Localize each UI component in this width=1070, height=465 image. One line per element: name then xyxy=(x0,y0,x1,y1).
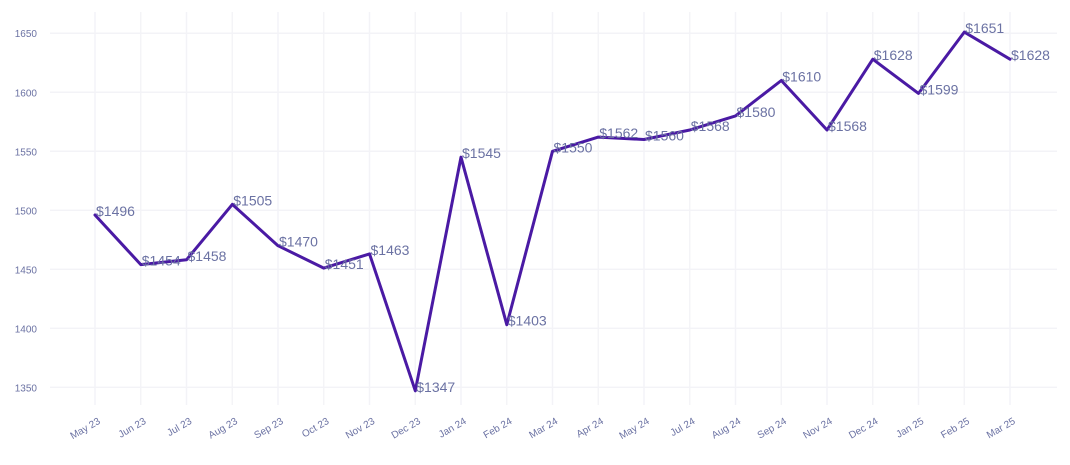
x-tick-label: Jul 24 xyxy=(669,416,698,439)
y-tick-label: 1500 xyxy=(15,206,38,217)
y-tick-label: 1350 xyxy=(15,383,38,394)
data-label: $1562 xyxy=(599,125,638,141)
x-tick-label: Sep 23 xyxy=(253,416,286,442)
data-label: $1550 xyxy=(554,139,593,155)
x-tick-label: Nov 24 xyxy=(802,416,835,442)
data-label: $1463 xyxy=(371,242,410,258)
data-label: $1568 xyxy=(828,118,867,134)
series-layer xyxy=(93,30,1012,393)
x-tick-label: Feb 25 xyxy=(939,416,972,441)
data-label: $1458 xyxy=(188,248,227,264)
x-tick-label: Dec 23 xyxy=(390,416,423,442)
data-label: $1651 xyxy=(965,20,1004,36)
x-tick-label: Mar 25 xyxy=(985,416,1018,441)
x-tick-label: Jul 23 xyxy=(165,416,194,439)
data-label: $1454 xyxy=(142,253,181,269)
x-tick-label: Feb 24 xyxy=(482,416,515,441)
data-label: $1403 xyxy=(508,313,547,329)
x-tick-label: May 24 xyxy=(618,416,652,442)
data-label: $1599 xyxy=(920,81,959,97)
x-tick-label: May 23 xyxy=(69,416,103,442)
data-labels: $1496 $1454 $1458 $1505 $1470 $1451 $1463 $1347… xyxy=(96,20,1050,395)
x-tick-label: Apr 24 xyxy=(575,416,606,440)
y-tick-label: 1400 xyxy=(15,324,38,335)
data-label: $1568 xyxy=(691,118,730,134)
x-axis-ticks: May 23 Jun 23 Jul 23 Aug 23 Sep 23 Oct 23 Nov … xyxy=(69,416,1018,442)
x-tick-label: Jun 23 xyxy=(117,416,149,441)
x-tick-label: Dec 24 xyxy=(847,416,880,442)
series-line-price xyxy=(93,30,1012,393)
y-tick-label: 1450 xyxy=(15,265,38,276)
data-label: $1560 xyxy=(645,127,684,143)
y-tick-label: 1600 xyxy=(15,88,38,99)
x-tick-label: Jan 25 xyxy=(894,416,926,441)
data-label: $1628 xyxy=(1011,47,1050,63)
data-label: $1470 xyxy=(279,234,318,250)
data-label: $1610 xyxy=(782,68,821,84)
x-tick-label: Mar 24 xyxy=(528,416,561,441)
grid xyxy=(50,12,1057,405)
x-tick-label: Oct 23 xyxy=(300,416,331,440)
x-tick-label: Aug 24 xyxy=(710,416,743,442)
data-label: $1628 xyxy=(874,47,913,63)
data-label: $1505 xyxy=(233,192,272,208)
data-label: $1451 xyxy=(325,256,364,272)
y-axis-ticks: 1350 1400 1450 1500 1550 1600 1650 xyxy=(15,29,38,394)
x-tick-label: Sep 24 xyxy=(756,416,789,442)
x-tick-label: Aug 23 xyxy=(207,416,240,442)
data-label: $1496 xyxy=(96,203,135,219)
x-tick-label: Jan 24 xyxy=(437,416,469,441)
y-tick-label: 1650 xyxy=(15,29,38,40)
y-tick-label: 1550 xyxy=(15,147,38,158)
data-label: $1580 xyxy=(737,104,776,120)
data-label: $1545 xyxy=(462,145,501,161)
x-tick-label: Nov 23 xyxy=(344,416,377,442)
data-label: $1347 xyxy=(416,379,455,395)
